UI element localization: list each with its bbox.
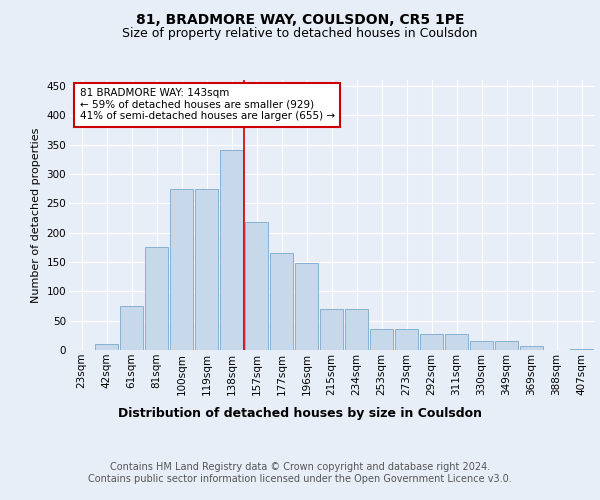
Text: 81, BRADMORE WAY, COULSDON, CR5 1PE: 81, BRADMORE WAY, COULSDON, CR5 1PE bbox=[136, 12, 464, 26]
Text: 81 BRADMORE WAY: 143sqm
← 59% of detached houses are smaller (929)
41% of semi-d: 81 BRADMORE WAY: 143sqm ← 59% of detache… bbox=[79, 88, 335, 122]
Y-axis label: Number of detached properties: Number of detached properties bbox=[31, 128, 41, 302]
Text: Size of property relative to detached houses in Coulsdon: Size of property relative to detached ho… bbox=[122, 28, 478, 40]
Bar bbox=[569, 349, 593, 350]
Bar bbox=[320, 309, 343, 350]
Bar bbox=[470, 341, 493, 350]
Bar bbox=[520, 346, 544, 350]
Bar bbox=[170, 188, 193, 350]
Bar bbox=[220, 150, 244, 350]
Bar bbox=[494, 341, 518, 350]
Text: Contains HM Land Registry data © Crown copyright and database right 2024.
Contai: Contains HM Land Registry data © Crown c… bbox=[88, 462, 512, 484]
Bar bbox=[145, 248, 169, 350]
Bar bbox=[269, 253, 293, 350]
Bar bbox=[395, 330, 418, 350]
Bar bbox=[295, 263, 319, 350]
Bar bbox=[194, 188, 218, 350]
Bar bbox=[344, 309, 368, 350]
Bar bbox=[419, 334, 443, 350]
Bar bbox=[119, 306, 143, 350]
Bar bbox=[245, 222, 268, 350]
Bar bbox=[95, 344, 118, 350]
Text: Distribution of detached houses by size in Coulsdon: Distribution of detached houses by size … bbox=[118, 408, 482, 420]
Bar bbox=[445, 334, 469, 350]
Bar bbox=[370, 330, 394, 350]
